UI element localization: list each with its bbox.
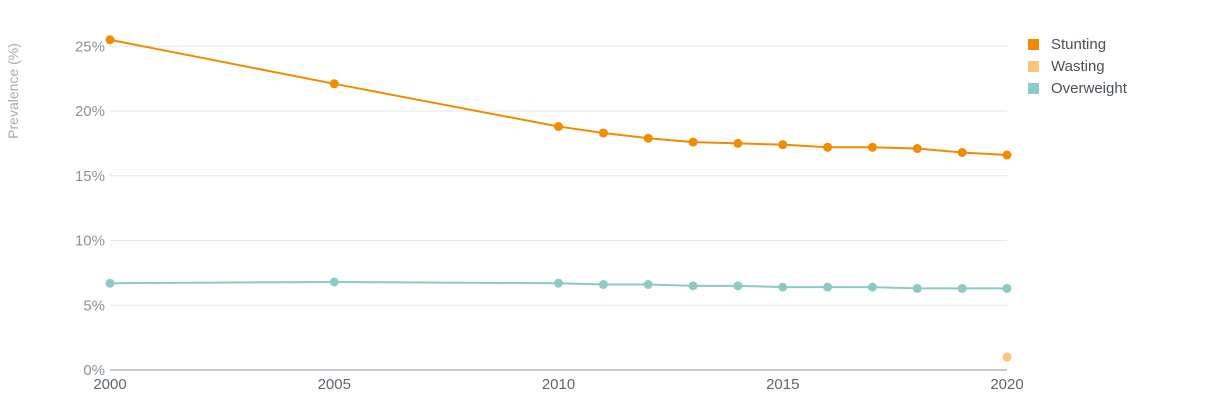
y-tick-label: 5%	[83, 297, 105, 314]
data-point-overweight[interactable]	[778, 282, 788, 292]
legend: Stunting Wasting Overweight	[1028, 33, 1127, 99]
gridlines	[110, 45, 1007, 306]
data-point-stunting[interactable]	[688, 137, 698, 147]
y-axis-label: Prevalence (%)	[5, 43, 21, 139]
y-tick-label: 15%	[75, 168, 105, 185]
data-point-stunting[interactable]	[867, 142, 877, 152]
legend-item-stunting[interactable]: Stunting	[1028, 33, 1127, 55]
series-line-stunting	[109, 38, 1008, 157]
y-tick-label: 0%	[83, 362, 105, 379]
legend-swatch	[1028, 82, 1039, 94]
legend-item-overweight[interactable]: Overweight	[1028, 77, 1127, 99]
data-point-stunting[interactable]	[823, 142, 833, 152]
data-point-overweight[interactable]	[957, 283, 967, 293]
legend-label: Wasting	[1051, 57, 1105, 75]
series-layer	[105, 35, 1012, 362]
legend-label: Overweight	[1051, 79, 1127, 97]
data-point-overweight[interactable]	[598, 280, 608, 290]
data-point-stunting[interactable]	[1002, 150, 1012, 160]
data-point-overweight[interactable]	[329, 277, 339, 287]
series-overweight	[105, 277, 1012, 293]
y-tick-label: 20%	[75, 103, 105, 120]
x-tick-label: 2020	[990, 376, 1023, 393]
x-tick-labels: 2000 2005 2010 2015 2020	[93, 376, 1023, 393]
data-point-overweight[interactable]	[867, 282, 877, 292]
data-point-overweight[interactable]	[823, 282, 833, 292]
x-tick-label: 2000	[93, 376, 126, 393]
data-point-overweight[interactable]	[912, 283, 922, 293]
legend-label: Stunting	[1051, 35, 1107, 53]
legend-swatch	[1028, 38, 1039, 50]
data-point-overweight[interactable]	[554, 278, 563, 288]
x-tick-label: 2005	[318, 376, 351, 393]
data-point-overweight[interactable]	[733, 281, 743, 291]
data-point-overweight[interactable]	[643, 280, 653, 290]
data-point-overweight[interactable]	[105, 278, 115, 288]
data-point-stunting[interactable]	[733, 138, 743, 148]
data-point-wasting[interactable]	[1002, 352, 1012, 362]
x-tick-label: 2015	[766, 376, 799, 393]
series-stunting	[105, 35, 1012, 160]
y-tick-label: 25%	[75, 38, 105, 55]
data-point-stunting[interactable]	[105, 35, 115, 45]
legend-swatch	[1028, 60, 1039, 72]
y-tick-label: 10%	[75, 233, 105, 250]
x-tick-label: 2010	[542, 376, 575, 393]
y-tick-labels: 0% 5% 10% 15% 20% 25%	[75, 38, 105, 379]
data-point-stunting[interactable]	[598, 128, 608, 138]
series-wasting	[1002, 352, 1012, 362]
data-point-stunting[interactable]	[329, 79, 339, 89]
data-point-overweight[interactable]	[1002, 283, 1012, 293]
data-point-stunting[interactable]	[643, 133, 653, 143]
data-point-stunting[interactable]	[778, 140, 788, 150]
legend-item-wasting[interactable]: Wasting	[1028, 55, 1127, 77]
data-point-overweight[interactable]	[688, 281, 698, 291]
data-point-stunting[interactable]	[554, 122, 563, 132]
data-point-stunting[interactable]	[957, 147, 967, 157]
data-point-stunting[interactable]	[912, 144, 922, 154]
